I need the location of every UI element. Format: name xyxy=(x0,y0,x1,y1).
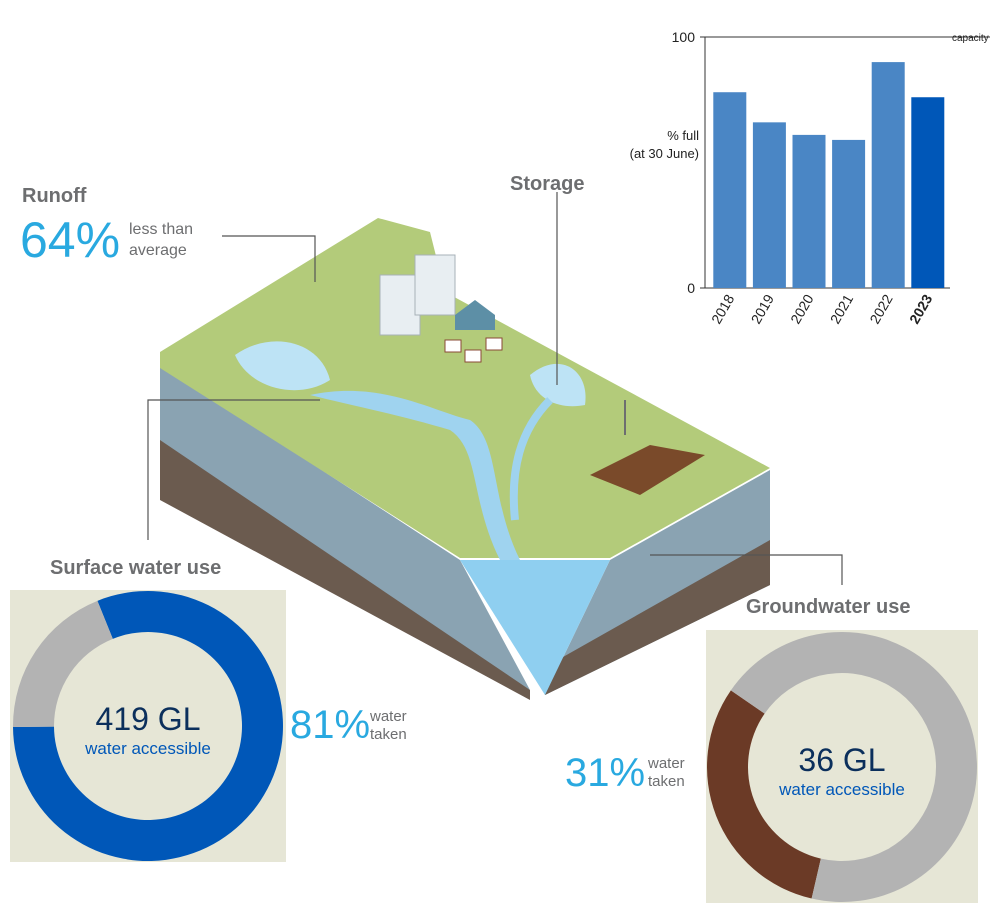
donut-segment xyxy=(13,591,283,861)
value-label: 81% xyxy=(290,703,370,747)
capacity-label: capacity xyxy=(952,33,989,44)
bar xyxy=(713,92,747,288)
value-label-text: taken xyxy=(648,773,685,790)
bar xyxy=(752,122,786,288)
donut-center-value: 419 GL xyxy=(96,701,201,737)
value-label-text: water xyxy=(647,755,685,772)
donut-center-text: water accessible xyxy=(84,739,211,758)
value-label-text: taken xyxy=(370,726,407,743)
x-tick-label: 2020 xyxy=(787,291,817,326)
bar xyxy=(792,134,826,288)
donut-title: Surface water use xyxy=(50,557,221,579)
runoff-text: less than xyxy=(129,221,193,238)
donut-segment xyxy=(730,631,977,902)
donut-segment xyxy=(706,690,821,899)
x-tick-label: 2021 xyxy=(827,291,857,326)
bar xyxy=(871,62,905,288)
x-tick-label: 2022 xyxy=(866,291,896,326)
x-tick-label: 2023 xyxy=(906,291,936,326)
leader-lines xyxy=(147,192,843,585)
bar xyxy=(911,97,945,289)
donut-title: Groundwater use xyxy=(746,596,910,618)
x-tick-label: 2019 xyxy=(748,291,778,326)
y-tick-label: 0 xyxy=(687,280,695,296)
value-label: 31% xyxy=(565,751,645,795)
runoff-text: average xyxy=(129,242,187,259)
x-tick-label: 2018 xyxy=(708,291,738,326)
donut-center-value: 36 GL xyxy=(798,742,885,778)
donut-segment xyxy=(13,600,113,727)
y-tick-label: 100 xyxy=(672,29,696,45)
value-label-text: water xyxy=(369,708,407,725)
runoff-title: Runoff xyxy=(22,185,87,207)
charts: 0 100 capacity % full (at 30 June) 2018 2019 20… xyxy=(10,29,990,903)
donut-center-text: water accessible xyxy=(778,780,905,799)
landscape xyxy=(160,218,770,700)
y-axis-label: % full xyxy=(667,128,699,143)
runoff-value: 64% xyxy=(20,212,120,268)
storage-title: Storage xyxy=(510,173,584,195)
bar xyxy=(832,139,866,288)
y-axis-label: (at 30 June) xyxy=(630,146,699,161)
